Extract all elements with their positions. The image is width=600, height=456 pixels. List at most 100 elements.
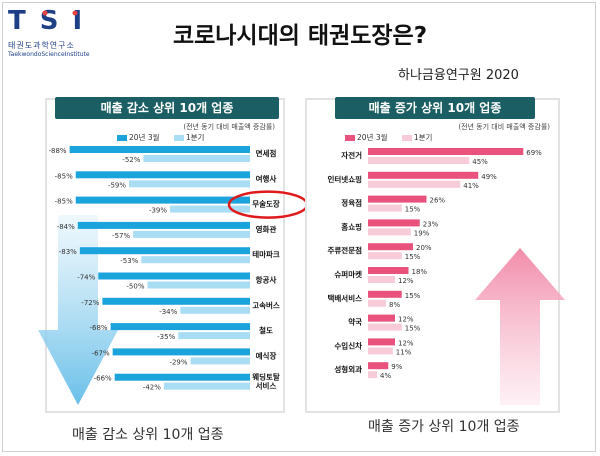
bar-secondary-8 xyxy=(190,357,250,365)
category-label-5: 항공사 xyxy=(256,275,277,285)
data-label-primary-4: -83% xyxy=(59,248,77,256)
legend-label-primary: 20년 3월 xyxy=(129,133,160,142)
bar-primary-5 xyxy=(98,272,250,280)
bar-primary-9 xyxy=(368,362,389,370)
bar-secondary-6 xyxy=(180,306,250,314)
data-label-secondary-0: 45% xyxy=(472,158,488,166)
data-label-primary-0: -88% xyxy=(49,147,67,155)
increase-legend: 20년 3월 1분기 xyxy=(345,132,432,143)
increase-arrow xyxy=(475,248,565,405)
decrease-arrow xyxy=(38,215,118,405)
data-label-secondary-5: -50% xyxy=(126,283,144,291)
bar-primary-7 xyxy=(110,323,250,331)
category-label-4: 주류전문점 xyxy=(328,245,363,255)
data-label-primary-4: 20% xyxy=(416,244,432,252)
data-label-secondary-6: -34% xyxy=(159,308,177,316)
category-label-8: 예식장 xyxy=(256,350,277,360)
bar-secondary-4 xyxy=(368,252,402,260)
bar-primary-4 xyxy=(79,247,250,255)
bar-primary-6 xyxy=(102,297,251,305)
bar-secondary-5 xyxy=(368,276,395,283)
data-label-secondary-5: 12% xyxy=(398,277,414,285)
bar-secondary-5 xyxy=(147,281,250,289)
bar-secondary-0 xyxy=(368,157,470,164)
category-label-5: 슈퍼마켓 xyxy=(334,269,362,279)
bar-secondary-1 xyxy=(368,180,461,188)
category-label-7: 약국 xyxy=(348,317,362,327)
logo-korean-name: 태권도과학연구소 xyxy=(8,41,75,50)
category-label-6: 택배서비스 xyxy=(328,293,363,303)
category-label-7: 철도 xyxy=(259,325,273,335)
increase-caption: 매출 증가 상위 10개 업종 xyxy=(368,419,520,435)
bar-primary-8 xyxy=(112,348,251,356)
decrease-panel-note: (전년 동기 대비 매출액 증감률) xyxy=(183,123,275,131)
data-label-secondary-4: 15% xyxy=(405,253,421,261)
category-label-2: 정육점 xyxy=(341,198,362,208)
category-label-1: 인터넷쇼핑 xyxy=(328,174,363,184)
category-label-9: 성형외과 xyxy=(334,364,362,374)
decrease-legend: 20년 3월 1분기 xyxy=(117,132,204,143)
legend-label-primary: 20년 3월 xyxy=(357,133,388,142)
bar-primary-5 xyxy=(368,267,409,274)
data-label-primary-3: 23% xyxy=(423,220,439,228)
bar-secondary-1 xyxy=(129,180,250,188)
legend-label-secondary: 1분기 xyxy=(413,133,433,142)
data-label-secondary-2: 15% xyxy=(405,206,421,214)
bar-secondary-7 xyxy=(178,332,250,340)
data-label-secondary-7: 15% xyxy=(405,325,421,333)
data-label-secondary-9: 4% xyxy=(380,372,391,380)
page-title: 코로나시대의 태권도장은? xyxy=(172,23,428,49)
bar-primary-4 xyxy=(368,243,413,251)
data-label-primary-9: -66% xyxy=(94,375,112,383)
bar-secondary-9 xyxy=(368,371,377,379)
source-label: 하나금융연구원 2020 xyxy=(398,68,519,83)
decrease-panel-title: 매출 감소 상위 10개 업종 xyxy=(55,97,279,119)
data-label-primary-5: -74% xyxy=(77,274,95,282)
bar-primary-9 xyxy=(114,373,250,381)
category-label-9-line2: 서비스 xyxy=(256,381,277,391)
legend-swatch-primary xyxy=(345,135,355,141)
category-label-9: 웨딩토탈 xyxy=(252,372,280,382)
bar-primary-1 xyxy=(368,171,479,179)
bar-secondary-9 xyxy=(163,382,250,390)
data-label-secondary-9: -42% xyxy=(143,384,161,392)
bar-secondary-4 xyxy=(141,256,250,264)
bar-primary-8 xyxy=(368,338,395,346)
category-label-6: 고속버스 xyxy=(252,300,280,310)
bar-secondary-3 xyxy=(368,228,411,236)
bar-secondary-6 xyxy=(368,299,386,307)
data-label-primary-6: -72% xyxy=(81,299,99,307)
category-label-0: 자전거 xyxy=(341,150,362,160)
decrease-caption: 매출 감소 상위 10개 업종 xyxy=(72,427,224,443)
bar-secondary-3 xyxy=(133,230,250,238)
category-label-2: 무술도장 xyxy=(252,199,280,209)
data-label-secondary-7: -35% xyxy=(157,333,175,341)
data-label-primary-3: -84% xyxy=(57,223,75,231)
slide-frame xyxy=(2,2,596,452)
category-label-3: 홈쇼핑 xyxy=(341,221,362,231)
legend-label-secondary: 1분기 xyxy=(185,133,205,142)
category-label-8: 수입신차 xyxy=(334,340,362,350)
logo-english-name: TaekwondoScienceInstitute xyxy=(8,51,90,58)
bar-secondary-2 xyxy=(170,205,250,213)
category-label-3: 영화관 xyxy=(256,224,277,234)
legend-swatch-primary xyxy=(117,135,127,141)
bar-primary-0 xyxy=(368,148,524,155)
bar-primary-6 xyxy=(368,290,402,298)
bar-secondary-0 xyxy=(143,155,250,162)
data-label-primary-0: 69% xyxy=(526,149,542,157)
data-label-primary-2: 26% xyxy=(430,197,446,205)
bar-primary-1 xyxy=(75,171,250,179)
increase-panel-title: 매출 증가 상위 10개 업종 xyxy=(335,97,535,119)
data-label-secondary-3: 19% xyxy=(414,229,430,237)
bar-primary-2 xyxy=(368,195,427,203)
bar-primary-0 xyxy=(69,146,250,153)
logo-accent-dots xyxy=(42,10,78,16)
data-label-primary-8: -67% xyxy=(92,349,110,357)
data-label-secondary-1: -59% xyxy=(108,181,126,189)
data-label-primary-8: 12% xyxy=(398,339,414,347)
bar-secondary-2 xyxy=(368,204,402,212)
data-label-secondary-6: 8% xyxy=(389,301,400,309)
